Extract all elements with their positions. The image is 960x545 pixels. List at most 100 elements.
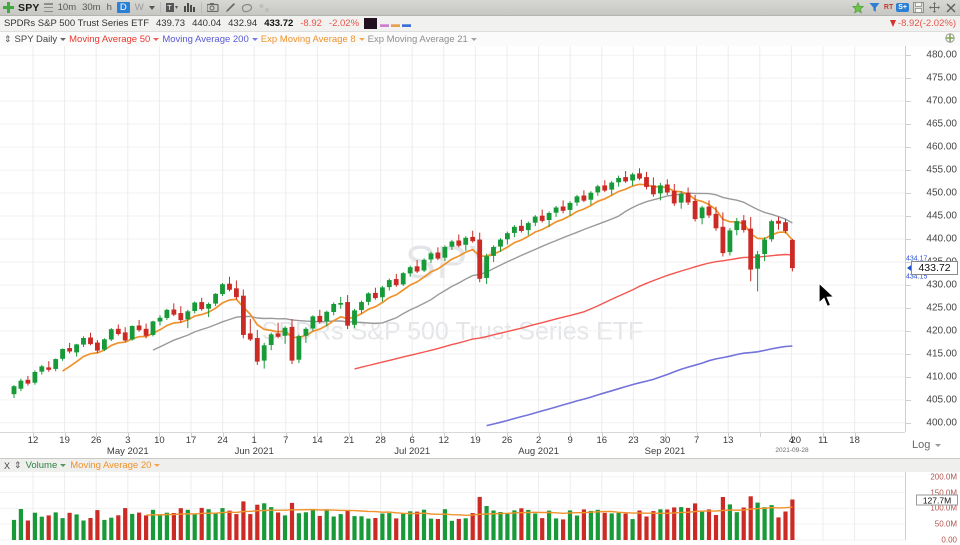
price-axis-label: 465.00	[926, 118, 957, 130]
date-axis-tick	[127, 433, 129, 437]
legend-settings-icon[interactable]	[945, 32, 960, 46]
date-axis-month: Jun 2021	[234, 446, 274, 457]
legend-dropdown-3-icon[interactable]	[358, 37, 365, 41]
legend-item-ema8[interactable]: Exp Moving Average 8	[261, 34, 365, 45]
legend-item-ma200[interactable]: Moving Average 200	[162, 34, 258, 45]
text-tool-icon[interactable]: T	[166, 2, 179, 14]
date-axis-tick	[633, 433, 635, 437]
price-axis-tick	[906, 284, 911, 286]
volume-title-item[interactable]: Volume	[26, 460, 67, 471]
price-axis-tick	[906, 422, 911, 424]
quote-change-full: -8.92(-2.02%)	[897, 18, 956, 29]
date-axis-tick	[317, 433, 319, 437]
legend-dots-3: ▬	[402, 18, 411, 29]
last-price-pointer-icon	[907, 262, 914, 273]
volume-overlay-item[interactable]: Moving Average 20	[70, 460, 161, 471]
scale-mode-selector[interactable]: Log	[905, 432, 960, 458]
drag-handle-icon[interactable]: ⇕	[4, 33, 12, 44]
date-axis-day: 26	[501, 435, 513, 446]
date-axis-tick	[759, 433, 761, 437]
volume-chart-panel[interactable]	[0, 472, 905, 541]
volume-marker: 127.7M	[916, 494, 958, 506]
legend-item-spy-daily[interactable]: SPY Daily	[15, 34, 67, 45]
legend-dots-2: ▬	[391, 18, 400, 29]
price-axis-label: 450.00	[926, 187, 957, 199]
toolbar-divider	[159, 2, 161, 13]
legend-dropdown-1-icon[interactable]	[153, 37, 160, 41]
bar-chart-icon[interactable]	[183, 2, 196, 14]
camera-icon[interactable]	[207, 2, 220, 14]
price-axis-label: 415.00	[926, 348, 957, 360]
price-chart-panel[interactable]: SPY SPDRs S&P 500 Trust Series ETF	[0, 46, 905, 432]
legend-label-4: Exp Moving Average 21	[367, 33, 468, 45]
symbol-label[interactable]: SPY	[18, 1, 40, 14]
volume-overlay-dropdown-icon[interactable]	[154, 464, 161, 467]
date-axis-day: 12	[27, 435, 39, 446]
price-axis-tick	[906, 124, 911, 126]
bid-price-label: 434.15	[906, 273, 928, 281]
volume-drag-handle-icon[interactable]: ⇕	[14, 460, 22, 470]
pencil-icon[interactable]	[224, 2, 237, 14]
timeframe-week[interactable]: W	[134, 2, 144, 13]
volume-overlay-label: Moving Average 20	[70, 460, 152, 471]
date-axis-tick	[570, 433, 572, 437]
legend-item-ma50[interactable]: Moving Average 50	[69, 34, 160, 45]
date-axis-day: 12	[438, 435, 450, 446]
legend-dropdown-4-icon[interactable]	[470, 37, 477, 41]
funnel-icon[interactable]	[868, 2, 881, 14]
date-axis-day: 2	[535, 435, 542, 446]
date-axis-day: 3	[125, 435, 131, 446]
legend-dots-1: ▬	[380, 18, 389, 29]
timeframe-30m[interactable]: 30m	[82, 2, 101, 13]
date-axis-day: 19	[59, 435, 70, 446]
color-swatch[interactable]	[364, 18, 378, 29]
quote-last: 433.72	[264, 18, 294, 29]
volume-series-svg	[0, 472, 905, 541]
price-axis[interactable]: 480.00 475.00 470.00 465.00 460.00 455.00 450.…	[905, 46, 960, 432]
price-axis-tick	[906, 307, 911, 309]
date-axis-tick	[696, 433, 698, 437]
scale-mode-dropdown-icon[interactable]	[935, 443, 942, 447]
date-axis-month: Sep 2021	[644, 446, 686, 457]
indicator-legend: ⇕ SPY Daily Moving Average 50 Moving Ave…	[0, 32, 960, 46]
date-axis-tick	[96, 433, 98, 437]
legend-item-ema21[interactable]: Exp Moving Average 21	[368, 34, 477, 45]
timeframe-day[interactable]: D	[116, 2, 130, 13]
legend-dropdown-0-icon[interactable]	[60, 37, 67, 41]
date-axis-tick	[538, 433, 540, 437]
save-icon[interactable]	[912, 2, 925, 14]
dots-icon[interactable]	[258, 2, 271, 14]
volume-close-button[interactable]: X	[4, 460, 11, 471]
date-axis-month: May 2021	[106, 446, 149, 457]
date-axis-tick	[665, 433, 666, 437]
add-symbol-icon[interactable]	[3, 2, 14, 13]
date-axis[interactable]: 12 19 26 3 May 2021 10 17 24 1 Jun 2021 7 14 21 28 6 Ju…	[0, 432, 905, 459]
date-axis-day: 13	[722, 435, 734, 446]
timeframe-hour[interactable]: h	[106, 2, 112, 13]
close-icon[interactable]	[944, 2, 957, 14]
list-icon[interactable]	[43, 3, 53, 12]
move-icon[interactable]	[928, 2, 941, 14]
date-axis-tick	[791, 433, 793, 437]
eraser-icon[interactable]	[241, 2, 254, 14]
timeframe-10m[interactable]: 10m	[57, 2, 77, 13]
price-axis-label: 470.00	[926, 95, 957, 107]
scale-mode-label: Log	[912, 439, 931, 451]
realtime-indicator[interactable]: RT	[883, 4, 894, 11]
date-axis-tick	[380, 433, 382, 437]
volume-axis[interactable]: 200.0M 150.0M 100.0M 50.0M 0.00 127.7M	[905, 472, 960, 545]
star-icon[interactable]	[852, 1, 865, 14]
date-axis-tick	[507, 433, 508, 437]
volume-dropdown-icon[interactable]	[60, 464, 67, 467]
date-axis-tick	[64, 433, 66, 437]
price-series-svg	[0, 46, 905, 432]
date-axis-day: 7	[693, 435, 700, 446]
streaming-badge[interactable]: S+	[896, 3, 909, 12]
price-axis-label: 410.00	[926, 371, 957, 383]
date-axis-day: 28	[375, 435, 386, 446]
date-axis-tick	[601, 433, 603, 437]
legend-dropdown-2-icon[interactable]	[251, 37, 258, 41]
timeframe-dropdown-icon[interactable]	[148, 5, 155, 10]
date-axis-day: 21	[343, 435, 355, 446]
